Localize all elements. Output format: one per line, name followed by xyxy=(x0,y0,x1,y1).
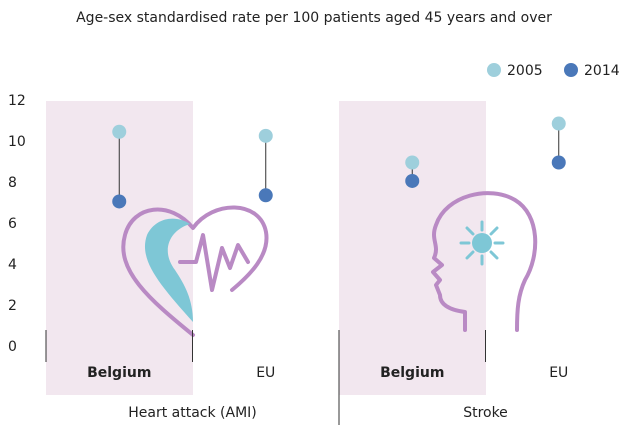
dot xyxy=(551,116,566,131)
dot xyxy=(112,194,127,209)
dot xyxy=(258,188,273,203)
x-tick-label: EU xyxy=(549,365,568,381)
y-tick-label: 6 xyxy=(8,216,17,232)
x-tick-label: EU xyxy=(256,365,275,381)
y-tick-label: 2 xyxy=(8,298,17,314)
chart-title: Age-sex standardised rate per 100 patien… xyxy=(76,10,552,26)
dot xyxy=(112,124,127,139)
dot xyxy=(405,155,420,170)
dot xyxy=(405,173,420,188)
y-tick-label: 8 xyxy=(8,175,17,191)
y-tick-label: 0 xyxy=(8,339,17,355)
y-tick-label: 4 xyxy=(8,257,17,273)
dot xyxy=(551,155,566,170)
x-tick-label: Belgium xyxy=(380,365,444,381)
heart-icon xyxy=(121,205,269,337)
y-tick-label: 10 xyxy=(8,134,26,150)
head-icon xyxy=(431,191,538,332)
x-tick-label: Belgium xyxy=(87,365,151,381)
highlight-band xyxy=(339,101,486,395)
y-tick-label: 12 xyxy=(8,93,26,109)
legend-label: 2005 xyxy=(507,63,543,79)
legend-swatch xyxy=(564,63,578,77)
group-label: Stroke xyxy=(463,405,508,421)
legend-label: 2014 xyxy=(584,63,620,79)
dot xyxy=(258,128,273,143)
legend-swatch xyxy=(487,63,501,77)
group-label: Heart attack (AMI) xyxy=(128,405,257,421)
